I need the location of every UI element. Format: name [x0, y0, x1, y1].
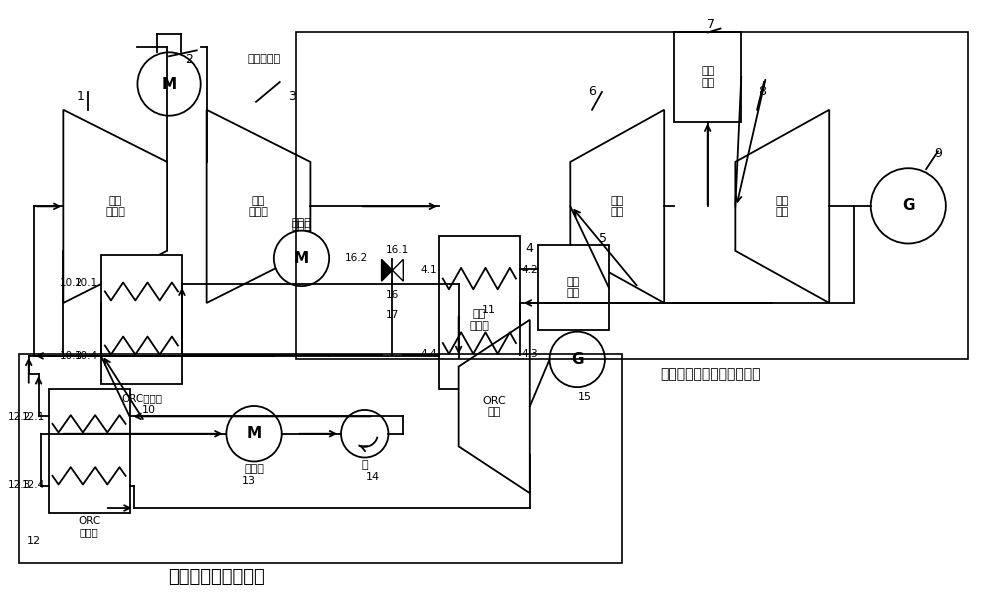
- Polygon shape: [382, 259, 392, 281]
- Text: 4.4: 4.4: [420, 349, 437, 359]
- Text: 6: 6: [588, 85, 596, 98]
- Polygon shape: [63, 110, 167, 303]
- Text: 4.1: 4.1: [420, 265, 437, 275]
- Text: 1: 1: [76, 91, 84, 103]
- Text: 空气
回热器: 空气 回热器: [469, 309, 489, 331]
- Text: 12: 12: [27, 536, 41, 546]
- Bar: [19, 355, 622, 563]
- Text: 泵: 泵: [361, 461, 368, 470]
- Text: 2: 2: [185, 53, 193, 66]
- Text: 16: 16: [386, 290, 399, 300]
- Text: 5: 5: [599, 232, 607, 245]
- Text: 中间冷却器: 中间冷却器: [247, 54, 281, 64]
- Text: 12.1: 12.1: [22, 412, 46, 422]
- Text: M: M: [246, 426, 262, 441]
- Circle shape: [550, 332, 605, 387]
- Bar: [296, 33, 968, 359]
- Text: 4: 4: [526, 242, 534, 255]
- Text: 12.3: 12.3: [7, 480, 31, 491]
- Text: 冷却器: 冷却器: [244, 464, 264, 474]
- Text: 4.2: 4.2: [522, 265, 539, 275]
- Bar: [101, 256, 182, 384]
- Text: 17: 17: [386, 310, 399, 320]
- Text: 8: 8: [758, 85, 766, 98]
- Text: 16.2: 16.2: [345, 253, 368, 263]
- Text: 16.1: 16.1: [386, 246, 409, 256]
- Circle shape: [137, 52, 201, 116]
- Text: 10: 10: [142, 405, 156, 415]
- Text: 高压
透平: 高压 透平: [611, 195, 624, 217]
- Polygon shape: [570, 110, 664, 303]
- Text: 4.3: 4.3: [522, 349, 539, 359]
- Text: 有机朗肯循环子系统: 有机朗肯循环子系统: [168, 569, 265, 586]
- Text: 14: 14: [366, 472, 380, 482]
- Bar: [674, 33, 741, 122]
- Circle shape: [226, 406, 282, 461]
- Bar: [538, 246, 609, 330]
- Text: 10.1: 10.1: [75, 278, 98, 288]
- Circle shape: [274, 231, 329, 286]
- Text: 3: 3: [288, 91, 296, 103]
- Polygon shape: [459, 320, 530, 493]
- Text: 10.4: 10.4: [75, 352, 98, 361]
- Text: 低压
透平: 低压 透平: [776, 195, 789, 217]
- Text: G: G: [571, 352, 583, 367]
- Text: M: M: [294, 251, 309, 266]
- Text: 再热
热源: 再热 热源: [701, 66, 714, 88]
- Circle shape: [871, 168, 946, 244]
- Text: ORC
回热器: ORC 回热器: [78, 516, 100, 538]
- Bar: [439, 235, 520, 389]
- Text: 高温
热源: 高温 热源: [567, 277, 580, 299]
- Text: 12.2: 12.2: [7, 412, 31, 422]
- Text: 7: 7: [707, 18, 715, 31]
- Text: 10.3: 10.3: [60, 352, 83, 361]
- Polygon shape: [207, 110, 310, 303]
- Text: 15: 15: [578, 392, 592, 402]
- Text: G: G: [902, 198, 915, 213]
- Text: 冷却器: 冷却器: [292, 221, 311, 231]
- Text: ORC换热器: ORC换热器: [121, 393, 162, 403]
- Text: 冷却器: 冷却器: [292, 218, 311, 228]
- Text: 10.2: 10.2: [60, 278, 83, 288]
- Text: 低压
压缩机: 低压 压缩机: [105, 195, 125, 217]
- Text: 13: 13: [242, 476, 256, 486]
- Text: M: M: [162, 76, 177, 92]
- Text: 12.4: 12.4: [22, 480, 46, 491]
- Text: 闭式空气布雷顿循环子系统: 闭式空气布雷顿循环子系统: [660, 367, 761, 381]
- Bar: [49, 389, 130, 513]
- Text: 9: 9: [934, 147, 942, 160]
- Circle shape: [341, 410, 388, 458]
- Text: ORC
透平: ORC 透平: [482, 396, 506, 417]
- Polygon shape: [735, 110, 829, 303]
- Text: 高压
压缩机: 高压 压缩机: [249, 195, 268, 217]
- Text: 11: 11: [482, 305, 496, 315]
